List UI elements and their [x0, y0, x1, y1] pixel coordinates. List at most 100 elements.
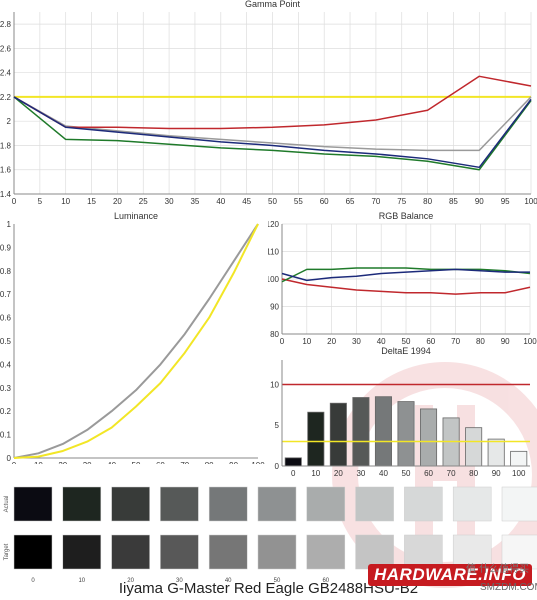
deltae-xtick-9: 90 [492, 469, 501, 478]
deltae-xtick-6: 60 [424, 469, 433, 478]
swatch-target-2 [111, 534, 150, 570]
swatch-target-4 [208, 534, 248, 570]
gamma-xtick-0: 0 [12, 197, 17, 206]
grayscale-swatches: ActualTarget0102030405060708090100 [4, 486, 537, 584]
swatch-actual-5 [257, 486, 297, 522]
gamma-ytick-0: 1.4 [0, 190, 12, 199]
deltae-bar-3 [352, 397, 370, 467]
rgb-ytick-2: 100 [268, 275, 280, 284]
swatch-actual-1 [62, 486, 102, 522]
swatch-target-8 [404, 534, 443, 570]
lum-ytick-0: 0 [7, 454, 12, 463]
deltae-bar-4 [374, 396, 392, 467]
swatch-target-3 [160, 534, 199, 570]
gamma-ytick-2: 1.8 [0, 141, 12, 150]
gamma-xtick-10: 50 [268, 197, 277, 206]
gamma-xtick-13: 65 [346, 197, 355, 206]
luminance-chart: Luminance 0 10 20 30 40 50 60 70 80 90 100 0 0.1 0.2 0.… [0, 211, 265, 464]
rgb-title: RGB Balance [379, 211, 434, 221]
rgb-balance-chart: RGB Balance 0 10 20 30 40 50 60 70 80 90 100 80 90 100… [268, 211, 537, 344]
lum-series-1 [13, 223, 259, 459]
gamma-xtick-5: 25 [139, 197, 148, 206]
rgb-series-1 [281, 267, 531, 283]
rgb-xtick-8: 80 [476, 337, 485, 344]
rgb-xtick-6: 60 [426, 337, 435, 344]
gamma-xtick-12: 60 [320, 197, 329, 206]
lum-title: Luminance [114, 211, 158, 221]
lum-xtick-10: 100 [251, 461, 265, 464]
deltae-bar-10 [510, 450, 528, 467]
gamma-ytick-1: 1.6 [0, 166, 12, 175]
lum-ytick-1: 0.1 [0, 431, 12, 440]
swatch-label-1: 10 [78, 578, 85, 584]
logo-sub-text: SMZDM.COM [480, 582, 537, 593]
deltae-bar-0 [284, 457, 302, 467]
gamma-xtick-14: 70 [371, 197, 380, 206]
rgb-xtick-4: 40 [377, 337, 386, 344]
lum-ytick-4: 0.4 [0, 360, 12, 369]
deltae-xtick-8: 80 [469, 469, 478, 478]
deltae-xtick-4: 40 [379, 469, 388, 478]
swatch-actual-7 [355, 486, 394, 522]
swatch-actual-8 [404, 486, 443, 522]
swatch-row-label-target: Target [4, 543, 10, 560]
gamma-xtick-11: 55 [294, 197, 303, 206]
deltae-bar-8 [465, 427, 483, 467]
gamma-title: Gamma Point [245, 0, 301, 9]
lum-xtick-5: 50 [132, 461, 141, 464]
gamma-ytick-6: 2.6 [0, 44, 12, 53]
hardware-info-logo: HARDWARE.INFO 值 什么值得买 SMZDM.COM [362, 560, 537, 600]
rgb-series-0 [281, 278, 531, 295]
swatch-actual-0 [13, 486, 53, 522]
swatch-target-0 [13, 534, 53, 570]
deltae-xtick-0: 0 [291, 469, 296, 478]
swatch-target-6 [306, 534, 346, 570]
lum-ytick-8: 0.8 [0, 267, 12, 276]
swatch-label-6: 60 [322, 578, 329, 584]
deltae-xtick-5: 50 [402, 469, 411, 478]
deltae-ytick-0: 0 [275, 462, 280, 471]
logo-main-text: HARDWARE.INFO [368, 564, 532, 586]
swatch-target-1 [62, 534, 102, 570]
swatch-actual-2 [111, 486, 150, 522]
lum-ytick-2: 0.2 [0, 407, 12, 416]
gamma-xtick-2: 10 [61, 197, 70, 206]
deltae-xtick-7: 70 [447, 469, 456, 478]
deltae-bar-6 [420, 408, 438, 467]
lum-xtick-8: 80 [205, 461, 214, 464]
gamma-xtick-6: 30 [165, 197, 174, 206]
gamma-xtick-1: 5 [38, 197, 43, 206]
swatch-actual-10 [501, 486, 537, 522]
gamma-point-chart: Gamma Point 0 5 10 15 20 25 30 35 40 45 50 55 60 65 70 7… [0, 0, 537, 206]
rgb-ytick-0: 80 [270, 330, 279, 339]
gamma-ytick-7: 2.8 [0, 20, 12, 29]
caption: Iiyama G-Master Red Eagle GB2488HSU-B2 [118, 580, 419, 597]
gamma-xtick-8: 40 [216, 197, 225, 206]
gamma-xtick-7: 35 [190, 197, 199, 206]
swatch-actual-4 [208, 486, 248, 522]
deltae-xtick-10: 100 [512, 469, 526, 478]
deltae-bar-1 [307, 411, 325, 467]
rgb-ytick-1: 90 [270, 303, 279, 312]
deltae-ytick-1: 5 [275, 421, 280, 430]
gamma-ytick-5: 2.4 [0, 69, 12, 78]
lum-ytick-3: 0.3 [0, 384, 12, 393]
lum-xtick-6: 60 [156, 461, 165, 464]
swatch-row-label-actual: Actual [4, 496, 10, 513]
gamma-xtick-19: 95 [501, 197, 510, 206]
swatch-label-5: 50 [274, 578, 281, 584]
gamma-xtick-9: 45 [242, 197, 251, 206]
lum-xtick-0: 0 [12, 461, 17, 464]
deltae-xtick-3: 30 [356, 469, 365, 478]
gamma-ytick-4: 2.2 [0, 93, 12, 102]
gamma-series-1 [13, 96, 532, 152]
deltae-bar-9 [487, 438, 505, 467]
lum-series-0 [13, 223, 259, 459]
gamma-xtick-18: 90 [475, 197, 484, 206]
gamma-xtick-4: 20 [113, 197, 122, 206]
rgb-xtick-5: 50 [402, 337, 411, 344]
rgb-xtick-9: 90 [501, 337, 510, 344]
deltae-xtick-1: 10 [311, 469, 320, 478]
rgb-xtick-7: 70 [451, 337, 460, 344]
deltae-ytick-2: 10 [270, 380, 279, 389]
